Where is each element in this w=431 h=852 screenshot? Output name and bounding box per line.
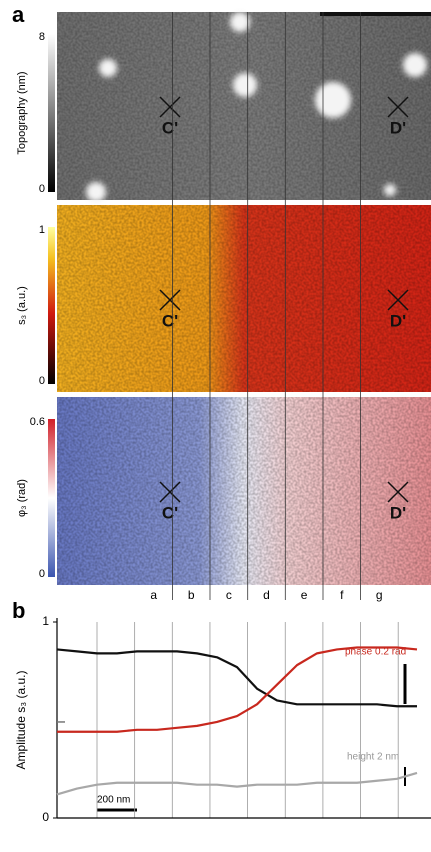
map-edge	[320, 12, 431, 16]
topography-particles	[86, 12, 427, 202]
marker-label: D'	[390, 503, 406, 522]
data-line	[56, 771, 418, 796]
colorbar-tick-label: 0.6	[30, 416, 45, 428]
marker-cross	[387, 481, 409, 503]
annotation: height 2 nm	[347, 752, 399, 763]
marker-label: C'	[162, 503, 178, 522]
colorbar-tick-label: 1	[39, 224, 45, 236]
annotation: phase 0.2 rad	[345, 647, 406, 658]
marker-cross	[159, 481, 181, 503]
colorbar-title: Topography (nm)	[16, 71, 28, 154]
column-label: g	[376, 588, 383, 602]
column-label: d	[263, 588, 270, 602]
scale-bar-label: 200 nm	[97, 795, 130, 806]
colorbar-tick-label: 8	[39, 31, 45, 43]
y-tick-label: 0	[42, 810, 49, 824]
y-tick-label: 1	[42, 614, 49, 628]
column-label: b	[188, 588, 195, 602]
data-line	[57, 646, 418, 733]
colorbar-tick-label: 0	[39, 183, 45, 195]
map-texture	[57, 12, 431, 200]
marker-label: C'	[162, 118, 178, 137]
map-texture	[57, 397, 431, 585]
column-label: c	[226, 588, 232, 602]
marker-cross	[159, 96, 181, 118]
marker-cross	[159, 289, 181, 311]
marker-label: D'	[390, 311, 406, 330]
map-texture	[57, 205, 431, 392]
colorbar	[48, 419, 55, 577]
y-axis-title: Amplitude s₃ (a.u.)	[14, 671, 28, 770]
map-panels	[57, 12, 431, 585]
marker-label: D'	[390, 118, 406, 137]
marker-label: C'	[162, 311, 178, 330]
marker-cross	[387, 289, 409, 311]
column-label: f	[340, 588, 344, 602]
data-line	[56, 648, 417, 708]
colorbar	[48, 227, 55, 384]
column-label: a	[150, 588, 157, 602]
colorbar-tick-label: 0	[39, 568, 45, 580]
marker-cross	[387, 96, 409, 118]
panel-label: b	[12, 598, 25, 623]
colorbar-title: φ₃ (rad)	[16, 479, 28, 517]
colorbar-tick-label: 0	[39, 375, 45, 387]
column-label: e	[301, 588, 308, 602]
panel-label: a	[12, 2, 25, 27]
colorbar	[48, 34, 55, 192]
colorbar-title: s₃ (a.u.)	[16, 286, 28, 325]
